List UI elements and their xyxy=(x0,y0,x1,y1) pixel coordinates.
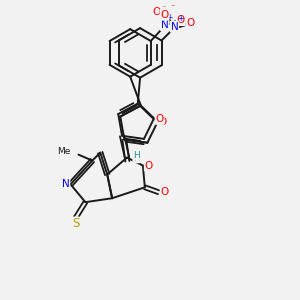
Text: O: O xyxy=(160,187,169,197)
Text: N: N xyxy=(62,179,70,189)
Text: Me: Me xyxy=(57,147,70,156)
Text: O: O xyxy=(160,10,169,20)
Text: ⁻: ⁻ xyxy=(170,3,175,12)
Text: ⁻: ⁻ xyxy=(161,3,166,12)
Text: O: O xyxy=(186,18,194,28)
Text: +: + xyxy=(167,13,173,22)
Text: N: N xyxy=(161,20,169,30)
Text: +: + xyxy=(177,14,184,23)
Text: O: O xyxy=(145,160,153,170)
Text: S: S xyxy=(72,218,79,230)
Text: H: H xyxy=(133,154,140,163)
Text: H: H xyxy=(134,151,140,160)
Text: O: O xyxy=(155,114,164,124)
Text: N: N xyxy=(170,22,178,32)
Text: O: O xyxy=(153,7,161,17)
Text: O: O xyxy=(176,15,184,25)
Text: O: O xyxy=(158,117,167,127)
